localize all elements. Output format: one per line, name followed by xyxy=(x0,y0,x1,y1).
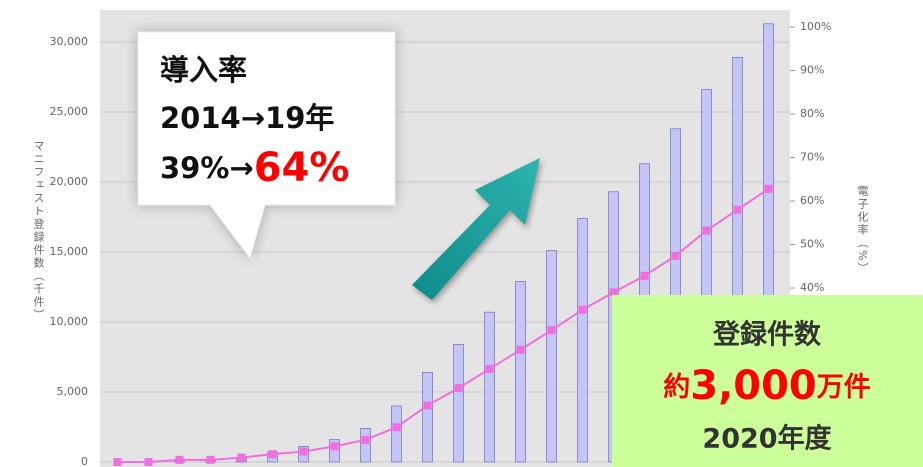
bar xyxy=(485,312,495,462)
rate-marker xyxy=(176,456,184,464)
rate-marker xyxy=(331,442,339,450)
rate-marker xyxy=(362,436,370,444)
bar xyxy=(454,344,464,462)
rate-marker xyxy=(579,306,587,314)
callout-title: 導入率 xyxy=(160,53,247,87)
rate-marker xyxy=(517,346,525,354)
y-tick-label: 0 xyxy=(81,455,88,467)
rate-marker xyxy=(114,458,122,466)
y2-tick-label: 100% xyxy=(800,20,831,33)
callout-to: 64% xyxy=(254,145,350,191)
y2-axis-title: 電子化率（%） xyxy=(856,185,869,276)
y2-tick-label: 90% xyxy=(800,64,824,77)
y-tick-label: 15,000 xyxy=(50,245,89,258)
y2-tick-label: 40% xyxy=(800,281,824,294)
y-tick-label: 10,000 xyxy=(50,315,89,328)
callout-rate: 39%→64% xyxy=(160,145,349,191)
y2-tick-label: 80% xyxy=(800,107,824,120)
rate-marker xyxy=(145,458,153,466)
y2-tick-label: 60% xyxy=(800,194,824,207)
rate-marker xyxy=(641,272,649,280)
y-axis-title: マニフェスト登録件数（千件） xyxy=(32,140,45,322)
y2-tick-label: 50% xyxy=(800,238,824,251)
rate-marker xyxy=(269,450,277,458)
bar xyxy=(578,218,588,462)
rate-marker xyxy=(238,454,246,462)
chart: 0 5,000 10,000 15,000 20,000 25,000 30,000 40% 5… xyxy=(0,0,923,467)
bar xyxy=(392,406,402,462)
rate-marker xyxy=(455,384,463,392)
rate-marker xyxy=(734,206,742,214)
bar xyxy=(361,428,371,462)
rate-marker xyxy=(300,448,308,456)
rate-marker xyxy=(424,401,432,409)
highlight-unit: 万件 xyxy=(817,372,871,403)
y-tick-label: 25,000 xyxy=(50,105,89,118)
y-tick-label: 5,000 xyxy=(57,385,89,398)
highlight-prefix: 約 xyxy=(663,371,690,403)
y-tick-label: 20,000 xyxy=(50,175,89,188)
bar xyxy=(516,281,526,462)
rate-marker xyxy=(672,252,680,260)
y2-tick-label: 70% xyxy=(800,151,824,164)
y-tick-label: 30,000 xyxy=(50,35,89,48)
rate-marker xyxy=(393,423,401,431)
highlight-number: 3,000 xyxy=(690,363,817,409)
bar xyxy=(547,251,557,462)
rate-marker xyxy=(486,365,494,373)
bar xyxy=(423,372,433,462)
rate-marker xyxy=(548,326,556,334)
highlight-year: 2020年度 xyxy=(702,423,831,455)
callout-from: 39%→ xyxy=(160,151,254,185)
callout-period: 2014→19年 xyxy=(160,101,334,135)
rate-marker xyxy=(703,227,711,235)
highlight-label: 登録件数 xyxy=(712,319,822,351)
rate-marker xyxy=(207,456,215,464)
rate-marker xyxy=(765,185,773,193)
